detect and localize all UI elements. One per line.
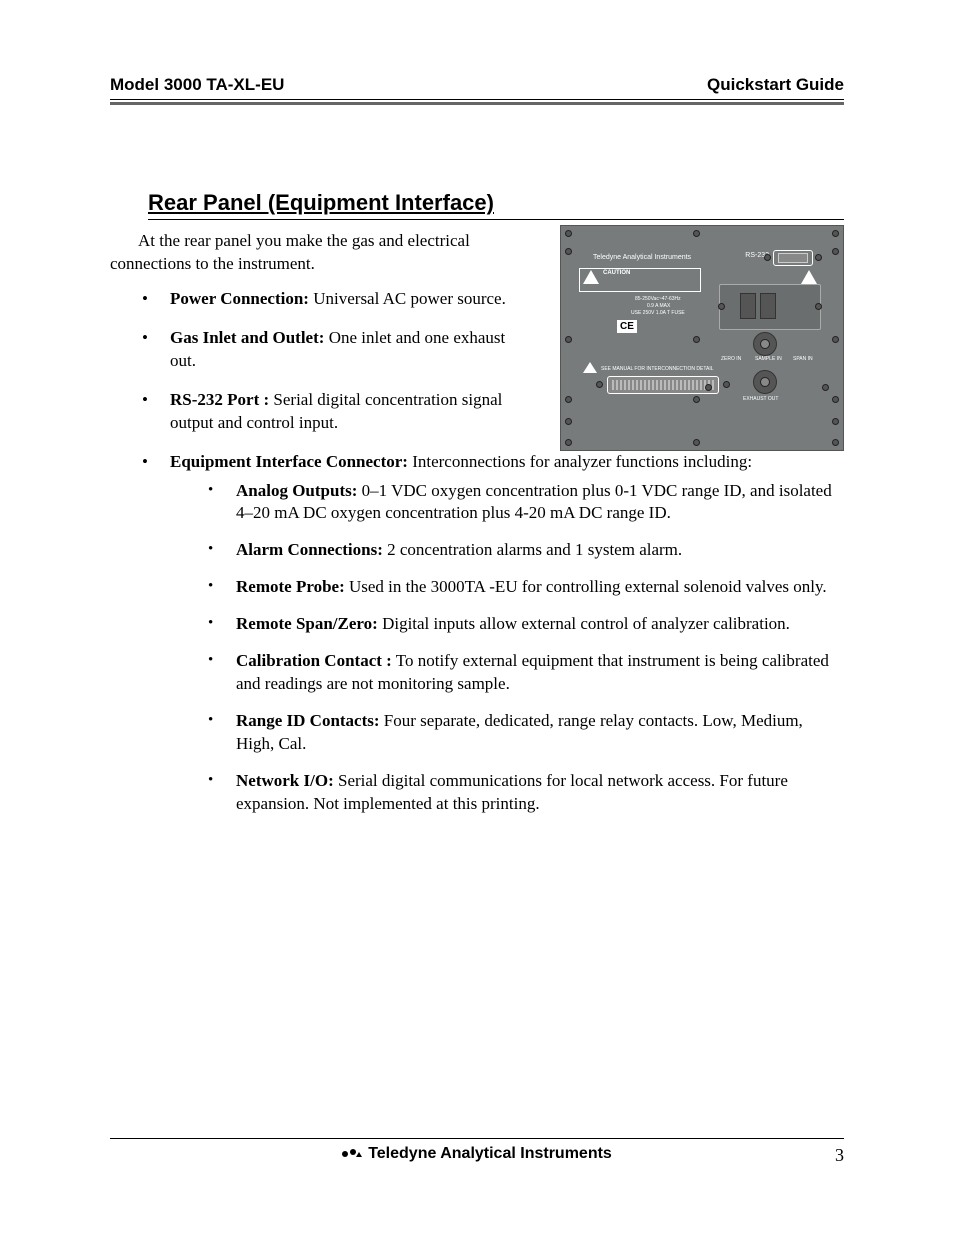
list-item: Analog Outputs: 0–1 VDC oxygen concentra…	[208, 480, 842, 526]
figure-caution-label: CAUTION	[603, 270, 630, 276]
list-item: Power Connection: Universal AC power sou…	[142, 288, 842, 311]
list-item-label: Analog Outputs:	[236, 481, 357, 500]
list-item-label: Power Connection:	[170, 289, 309, 308]
page-header: Model 3000 TA-XL-EU Quickstart Guide	[110, 75, 844, 98]
footer-page-number: 3	[835, 1145, 844, 1166]
page: Model 3000 TA-XL-EU Quickstart Guide Rea…	[0, 0, 954, 1235]
list-item-label: RS-232 Port :	[170, 390, 269, 409]
list-item-label: Network I/O:	[236, 771, 334, 790]
list-item: Gas Inlet and Outlet: One inlet and one …	[142, 327, 842, 373]
intro-paragraph: At the rear panel you make the gas and e…	[110, 230, 530, 276]
list-item-label: Gas Inlet and Outlet:	[170, 328, 324, 347]
list-item-text: Digital inputs allow external control of…	[378, 614, 790, 633]
list-item: Remote Probe: Used in the 3000TA -EU for…	[208, 576, 842, 599]
list-item-label: Remote Span/Zero:	[236, 614, 378, 633]
rs232-port-icon	[773, 250, 813, 266]
section-title: Rear Panel (Equipment Interface)	[148, 190, 844, 220]
header-rule	[110, 99, 844, 105]
sub-list: Analog Outputs: 0–1 VDC oxygen concentra…	[208, 480, 842, 816]
footer-company: Teledyne Analytical Instruments	[368, 1145, 612, 1163]
list-item-label: Range ID Contacts:	[236, 711, 380, 730]
list-item: Range ID Contacts: Four separate, dedica…	[208, 710, 842, 756]
caution-tri-right-icon	[801, 270, 817, 284]
list-item-label: Alarm Connections:	[236, 540, 383, 559]
figure-power-spec3: USE 250V 1.0A T FUSE	[631, 310, 685, 316]
header-right: Quickstart Guide	[707, 75, 844, 95]
list-item: Calibration Contact : To notify external…	[208, 650, 842, 696]
list-item: Network I/O: Serial digital communicatio…	[208, 770, 842, 816]
main-list: Power Connection: Universal AC power sou…	[142, 288, 842, 816]
list-item-text: Used in the 3000TA -EU for controlling e…	[345, 577, 827, 596]
teledyne-logo-icon	[342, 1147, 364, 1161]
footer-rule	[110, 1138, 844, 1139]
list-item-label: Equipment Interface Connector:	[170, 452, 408, 471]
list-item: Alarm Connections: 2 concentration alarm…	[208, 539, 842, 562]
header-left: Model 3000 TA-XL-EU	[110, 75, 284, 95]
list-item-label: Calibration Contact :	[236, 651, 392, 670]
list-item-text: 2 concentration alarms and 1 system alar…	[383, 540, 682, 559]
list-item: Equipment Interface Connector: Interconn…	[142, 451, 842, 816]
caution-tri-left-icon	[583, 270, 599, 284]
list-item-label: Remote Probe:	[236, 577, 345, 596]
list-item-text: Universal AC power source.	[309, 289, 506, 308]
figure-brand-label: Teledyne Analytical Instruments	[593, 254, 691, 261]
page-footer: Teledyne Analytical Instruments 3	[110, 1138, 844, 1163]
list-item: Remote Span/Zero: Digital inputs allow e…	[208, 613, 842, 636]
list-item-text: Interconnections for analyzer functions …	[408, 452, 752, 471]
list-item: RS-232 Port : Serial digital concentrati…	[142, 389, 842, 435]
